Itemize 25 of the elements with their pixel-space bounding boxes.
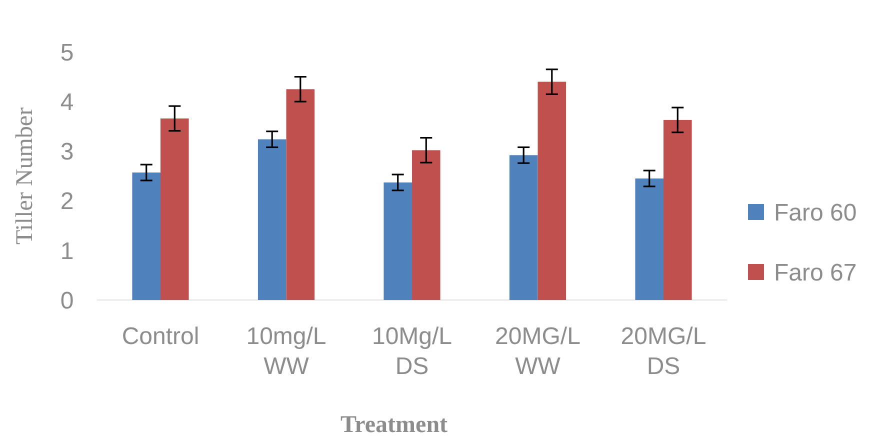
x-tick-label: 20MG/L DS — [620, 323, 706, 380]
x-tick-label: 10mg/L WW — [246, 323, 326, 380]
y-tick-label: 1 — [60, 238, 74, 265]
y-tick-label: 4 — [60, 89, 74, 116]
bar — [538, 82, 566, 300]
bar — [132, 172, 161, 300]
bar — [258, 139, 286, 300]
x-tick-label: 20MG/L WW — [495, 323, 580, 380]
x-tick-label: Control — [122, 323, 200, 350]
bar — [663, 120, 692, 300]
y-tick-label: 5 — [60, 39, 74, 66]
legend-label: Faro 60 — [774, 199, 857, 226]
bar — [509, 155, 538, 300]
y-tick-label: 3 — [60, 138, 74, 166]
x-axis-title: Treatment — [340, 412, 448, 438]
bar — [384, 182, 412, 300]
bar — [412, 150, 440, 300]
y-axis-title: Tiller Number — [12, 107, 38, 245]
bar — [160, 118, 189, 300]
bar — [635, 178, 664, 300]
x-tick-label: 10Mg/L DS — [372, 323, 452, 380]
legend-label: Faro 67 — [774, 259, 857, 286]
bar — [286, 89, 315, 300]
y-tick-label: 2 — [60, 188, 74, 216]
y-tick-label: 0 — [60, 287, 74, 314]
